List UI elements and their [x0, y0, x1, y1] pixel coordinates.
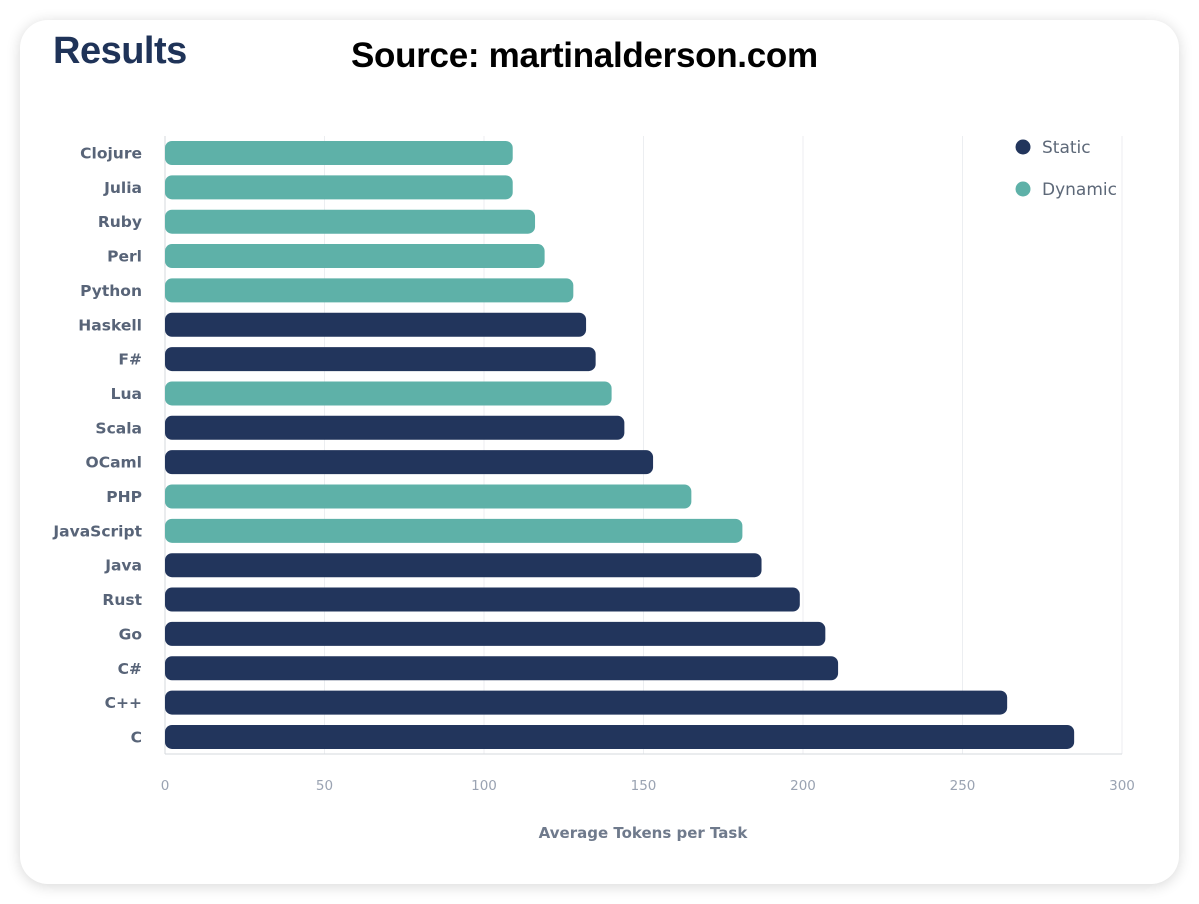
page-title: Results — [53, 30, 187, 72]
source-caption: Source: martinalderson.com — [351, 36, 818, 75]
category-label: Go — [119, 625, 142, 643]
category-labels: Clojure Julia Ruby Perl Python Haskell F# Lua Sc… — [52, 145, 142, 747]
gridlines — [164, 136, 1123, 755]
category-label: Julia — [103, 179, 142, 197]
x-tick-label: 0 — [161, 778, 170, 794]
category-label: Scala — [95, 419, 142, 437]
bar-lua[interactable] — [165, 381, 612, 406]
x-axis-title: Average Tokens per Task — [539, 824, 749, 842]
bar-php[interactable] — [165, 484, 692, 509]
category-label: C# — [118, 660, 142, 678]
legend-label-dynamic: Dynamic — [1042, 180, 1117, 200]
category-label: C++ — [105, 694, 142, 712]
bar-go[interactable] — [165, 621, 826, 646]
category-label: Clojure — [80, 145, 142, 163]
legend-item-dynamic[interactable]: Dynamic — [1015, 180, 1117, 200]
x-tick-label: 300 — [1109, 778, 1135, 794]
category-label: C — [131, 728, 142, 746]
category-label: Java — [104, 557, 142, 575]
category-label: Ruby — [98, 213, 142, 231]
bar-cplusplus[interactable] — [165, 690, 1008, 715]
bar-julia[interactable] — [165, 175, 513, 200]
bar-haskell[interactable] — [165, 312, 587, 337]
bar-c[interactable] — [165, 724, 1075, 749]
category-label: Lua — [111, 385, 142, 403]
x-tick-label: 200 — [790, 778, 816, 794]
bar-rust[interactable] — [165, 587, 800, 612]
legend-item-static[interactable]: Static — [1015, 138, 1091, 158]
category-label: Haskell — [78, 316, 142, 334]
category-label: PHP — [106, 488, 142, 506]
x-tick-label: 50 — [316, 778, 333, 794]
bar-perl[interactable] — [165, 244, 545, 269]
x-tick-label: 250 — [950, 778, 976, 794]
category-label: JavaScript — [52, 522, 142, 540]
legend-swatch-static — [1015, 139, 1031, 155]
legend[interactable]: Static Dynamic — [1015, 138, 1117, 200]
legend-label-static: Static — [1042, 138, 1091, 158]
category-label: OCaml — [86, 454, 142, 472]
bar-python[interactable] — [165, 278, 574, 303]
bar-java[interactable] — [165, 553, 762, 578]
x-tick-label: 100 — [471, 778, 497, 794]
bar-fsharp[interactable] — [165, 347, 596, 372]
category-label: Rust — [102, 591, 142, 609]
bar-javascript[interactable] — [165, 518, 743, 543]
x-axis-ticks: 0 50 100 150 200 250 300 — [161, 778, 1135, 794]
bar-csharp[interactable] — [165, 656, 839, 681]
legend-swatch-dynamic — [1015, 181, 1031, 197]
bars — [165, 141, 1075, 749]
x-tick-label: 150 — [631, 778, 657, 794]
bar-ruby[interactable] — [165, 209, 536, 234]
category-label: F# — [118, 351, 142, 369]
bar-scala[interactable] — [165, 415, 625, 440]
category-label: Python — [80, 282, 142, 300]
category-label: Perl — [107, 248, 142, 266]
bar-clojure[interactable] — [165, 141, 513, 165]
bar-ocaml[interactable] — [165, 450, 654, 475]
